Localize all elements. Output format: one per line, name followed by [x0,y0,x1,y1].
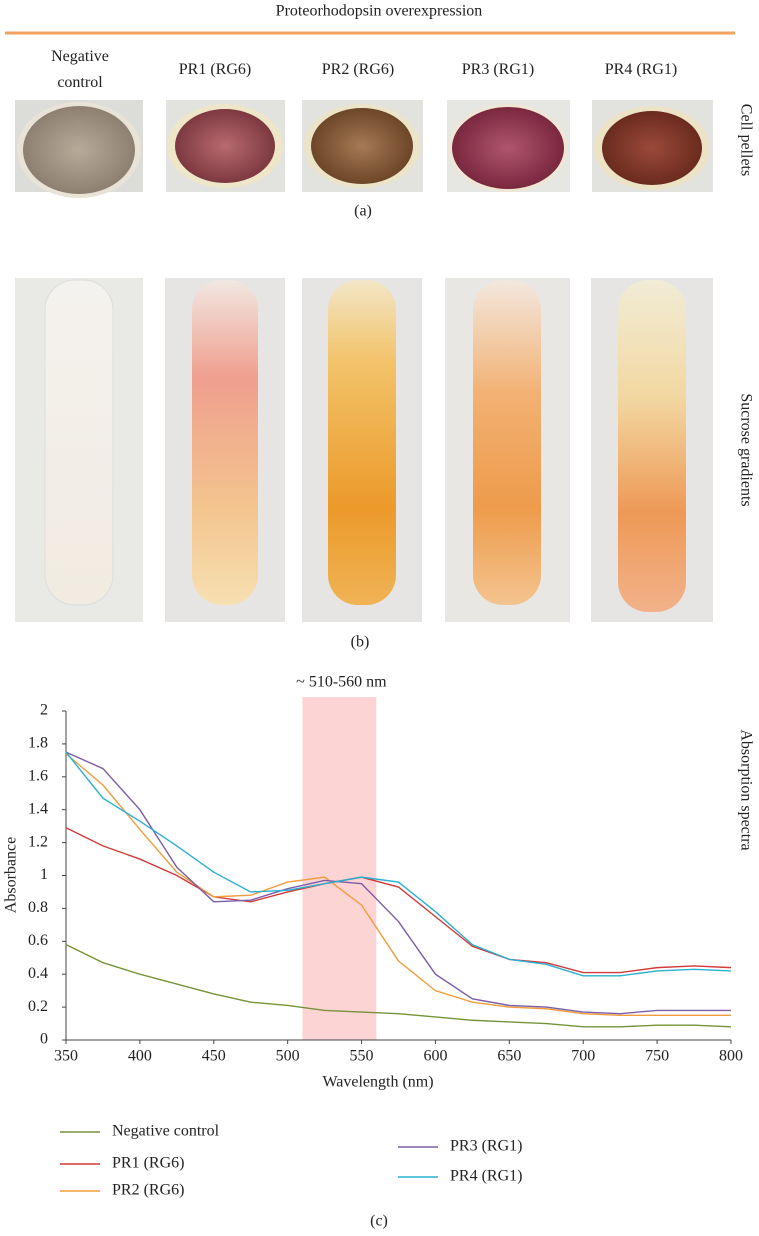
x-tick-label: 650 [497,1048,521,1065]
y-tick-label: 2 [40,702,48,719]
side-label: Cell pellets [737,104,754,176]
x-tick-label: 400 [128,1048,152,1065]
y-tick-label: 0.4 [28,965,48,982]
header-title: Proteorhodopsin overexpression [276,3,483,20]
x-tick-label: 750 [645,1048,669,1065]
x-tick-label: 600 [423,1048,447,1065]
column-label: PR1 (RG6) [178,61,252,78]
x-tick-label: 800 [719,1048,743,1065]
tube-photos [15,278,713,622]
highlight-band [302,697,377,1040]
series-line [65,943,732,1028]
legend-label: PR2 (RG6) [112,1182,184,1199]
legend-label: PR3 (RG1) [450,1138,522,1155]
y-tick-label: 1.6 [28,767,48,784]
y-tick-label: 1.4 [28,800,48,817]
y-tick-label: 0.2 [28,998,48,1015]
y-tick-label: 0.6 [28,932,48,949]
x-tick-label: 450 [202,1048,226,1065]
x-axis-label: Wavelength (nm) [322,1074,433,1091]
side-label: Absorption spectra [737,729,754,850]
series-line [65,751,732,977]
series-line [65,753,731,1017]
y-axis-label: Absorbance [3,837,20,913]
series-line [65,751,731,1015]
y-tick-label: 1.8 [28,735,48,752]
column-label: PR4 (RG1) [604,61,678,78]
column-label: PR2 (RG6) [321,61,395,78]
column-label: Negative control [51,48,109,91]
panel-label: (c) [370,1213,388,1230]
y-tick-label: 1 [40,866,48,883]
legend-label: Negative control [112,1123,220,1140]
x-tick-label: 500 [276,1048,300,1065]
y-tick-label: 0.8 [28,899,48,916]
side-label: Sucrose gradients [737,393,754,506]
column-label: PR3 (RG1) [461,61,535,78]
highlight-label: ~ 510-560 nm [296,674,387,691]
legend-label: PR1 (RG6) [112,1155,184,1172]
series-line [65,827,732,974]
y-tick-label: 1.2 [28,833,48,850]
x-tick-label: 350 [54,1048,78,1065]
panel-label: (a) [354,203,372,220]
legend-label: PR4 (RG1) [450,1168,522,1185]
x-tick-label: 550 [350,1048,374,1065]
pellet-photos [15,100,713,198]
y-tick-label: 0 [40,1031,48,1048]
x-tick-label: 700 [571,1048,595,1065]
panel-label: (b) [351,634,370,651]
